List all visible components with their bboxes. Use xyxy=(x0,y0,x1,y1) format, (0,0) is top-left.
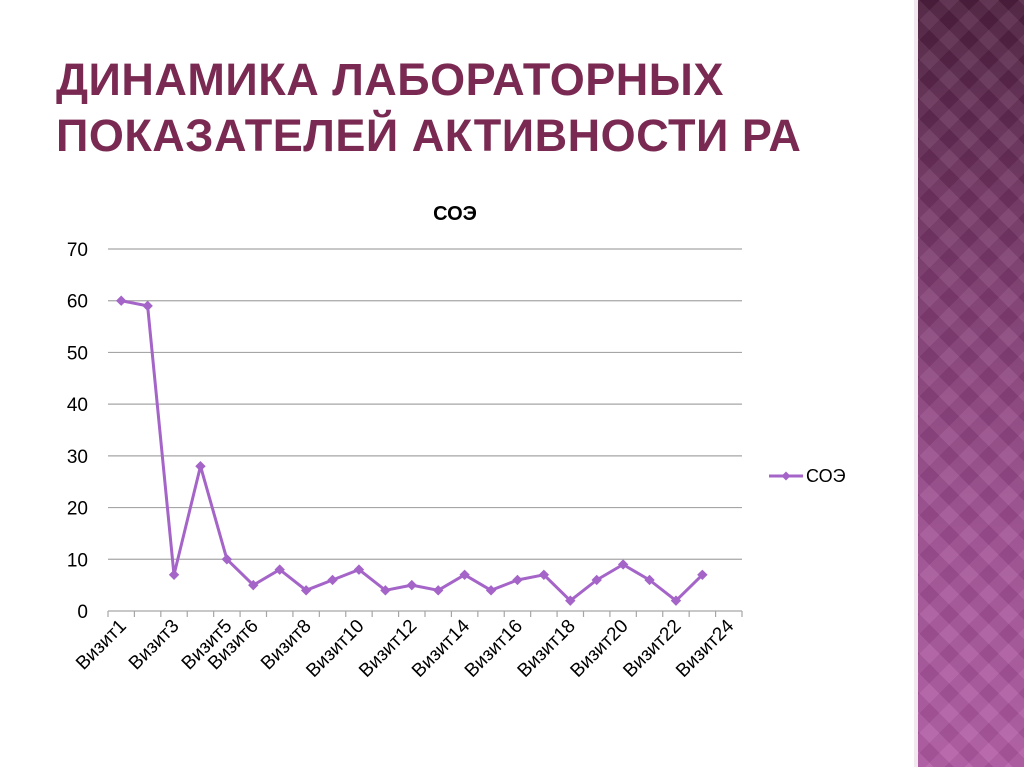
y-tick-label: 70 xyxy=(67,240,88,261)
chart-title: СОЭ xyxy=(433,203,477,225)
line-chart: СОЭ 0 10 20 30 40 50 60 70 Визит1Визит3Визит5Ви… xyxy=(67,203,846,682)
x-tick-label: Визит18 xyxy=(514,616,580,682)
legend: СОЭ xyxy=(769,466,846,486)
slide-title-line-1: Динамика лабораторных xyxy=(56,54,724,105)
y-tick-label: 60 xyxy=(67,292,88,313)
x-tick-label: Визит22 xyxy=(619,616,685,682)
data-point-marker xyxy=(459,569,470,581)
data-point-marker xyxy=(327,574,338,586)
data-point-marker xyxy=(670,595,682,606)
axes xyxy=(107,610,743,617)
data-point-marker xyxy=(168,569,180,581)
y-tick-label: 20 xyxy=(67,499,88,520)
x-axis-tick-labels: Визит1Визит3Визит5Визит6Визит8Визит10Виз… xyxy=(72,615,738,681)
data-point-marker xyxy=(406,579,417,591)
decorative-side-band xyxy=(914,0,1024,767)
y-tick-label: 40 xyxy=(67,395,88,416)
data-point-marker xyxy=(116,295,127,306)
data-point-marker xyxy=(221,554,233,565)
y-axis-tick-labels: 0 10 20 30 40 50 60 70 xyxy=(67,240,88,623)
series-layer xyxy=(116,295,708,606)
data-point-marker xyxy=(380,585,391,596)
legend-label: СОЭ xyxy=(806,466,846,486)
data-point-marker xyxy=(353,564,365,575)
x-tick-label: Визит10 xyxy=(302,616,368,682)
slide-title-line-2: показателей активности РА xyxy=(56,110,802,161)
data-point-marker xyxy=(591,574,602,586)
x-tick-label: Визит12 xyxy=(355,616,421,682)
data-point-marker xyxy=(300,585,312,596)
x-tick-label: Визит1 xyxy=(72,616,131,675)
data-point-marker xyxy=(512,574,523,586)
x-tick-label: Визит3 xyxy=(125,616,184,675)
data-point-marker xyxy=(485,585,497,596)
legend-marker xyxy=(781,471,791,481)
y-tick-label: 30 xyxy=(67,447,88,468)
x-tick-label: Визит20 xyxy=(567,616,633,682)
series-line xyxy=(120,299,704,603)
data-point-marker xyxy=(617,559,629,570)
data-point-marker xyxy=(433,585,444,596)
y-tick-label: 10 xyxy=(67,550,88,571)
data-point-marker xyxy=(248,579,259,591)
data-point-marker xyxy=(538,569,550,581)
x-tick-label: Визит16 xyxy=(461,616,527,682)
x-tick-label: Визит24 xyxy=(672,615,738,681)
y-tick-label: 50 xyxy=(67,343,88,364)
data-point-marker xyxy=(565,595,576,606)
data-point-marker xyxy=(274,564,285,575)
data-point-marker xyxy=(195,460,206,472)
side-band-edge xyxy=(914,0,918,767)
data-point-marker xyxy=(697,569,708,581)
data-point-marker xyxy=(142,300,153,312)
y-tick-label: 0 xyxy=(77,602,88,623)
data-point-marker xyxy=(644,574,655,586)
slide-title: Динамика лабораторных показателей активн… xyxy=(56,52,896,164)
series-line-soe xyxy=(116,295,708,606)
gridlines xyxy=(108,248,742,560)
